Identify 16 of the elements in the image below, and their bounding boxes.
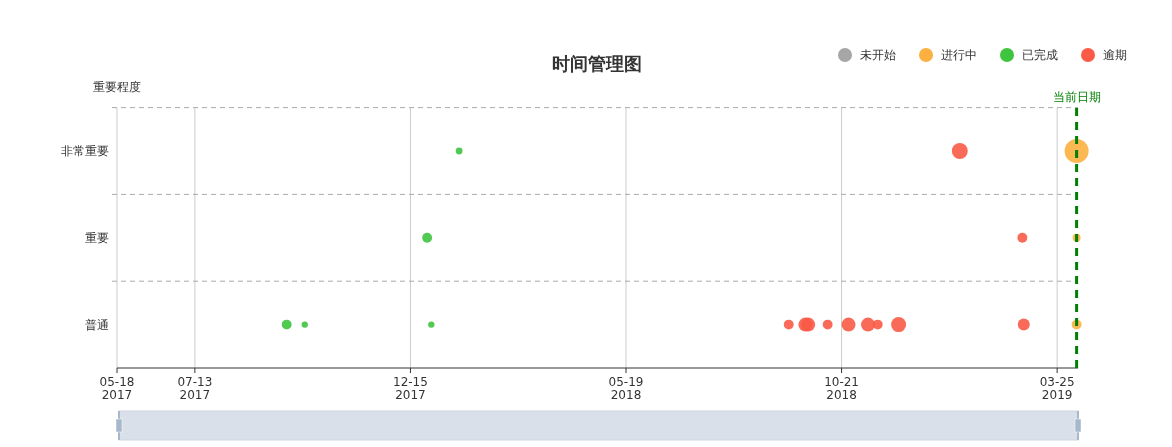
- legend-label: 未开始: [860, 48, 896, 62]
- text: 普通: [85, 317, 109, 332]
- text: 非常重要: [61, 144, 109, 159]
- chart-title: 时间管理图: [552, 53, 642, 74]
- text: 重要: [85, 231, 109, 245]
- x-tick-label: 03-25 2019: [1039, 375, 1075, 402]
- y-axis-title: 重要程度: [93, 80, 141, 94]
- x-tick-label: 07-13 2017: [177, 375, 213, 402]
- x-tick-label: 12-15 2017: [393, 375, 428, 402]
- x-tick-label: 10-21 2018: [824, 375, 860, 402]
- legend-label: 已完成: [1022, 48, 1058, 62]
- ref-line-label: 当前日期: [1052, 90, 1101, 104]
- legend-label: 逾期: [1103, 48, 1127, 62]
- legend-label: 进行中: [941, 48, 977, 62]
- x-tick-label: 05-19 2018: [608, 375, 644, 402]
- x-tick-label: 05-18 2017: [99, 375, 135, 402]
